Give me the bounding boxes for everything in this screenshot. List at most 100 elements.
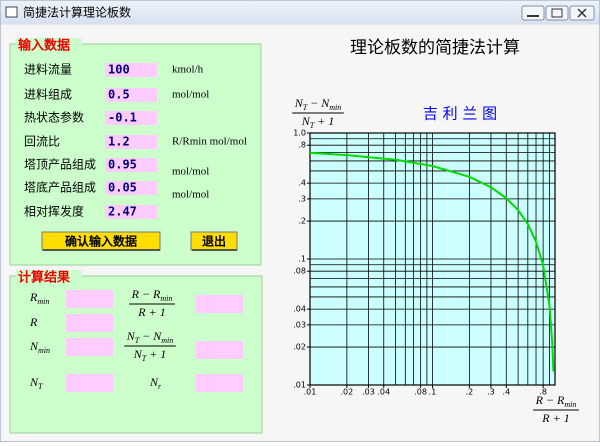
x-tick-label: .04 <box>377 388 390 397</box>
math-subscript: min <box>37 297 49 306</box>
math-text: R <box>29 290 38 304</box>
title-bar <box>0 0 600 25</box>
button-label: 确认输入数据 <box>65 234 137 249</box>
result-field <box>66 290 113 308</box>
y-tick-label: .2 <box>298 217 306 226</box>
app-icon <box>5 6 18 18</box>
math-subscript: min <box>161 336 173 345</box>
result-label: R <box>29 315 38 329</box>
math-subscript: min <box>160 294 172 303</box>
math-subscript: min <box>329 103 341 112</box>
math-subscript: min <box>38 346 50 355</box>
math-text: + 1 <box>146 347 166 361</box>
result-label: NT <box>29 375 43 391</box>
result-field <box>66 314 113 332</box>
result-label: Rmin <box>29 290 49 306</box>
input-value: -0.1 <box>108 111 137 125</box>
math-subscript: min <box>564 400 576 409</box>
result-label: Nmin <box>29 339 50 355</box>
x-tick-label: .1 <box>429 388 437 397</box>
input-value: 0.5 <box>108 88 130 102</box>
y-tick-label: .3 <box>298 194 306 203</box>
y-tick-label: .1 <box>298 255 306 264</box>
field-label: 塔顶产品组成 <box>24 158 96 172</box>
text-input[interactable] <box>105 135 157 149</box>
text-input[interactable] <box>105 88 157 102</box>
x-tick-label: .01 <box>304 388 317 397</box>
x-tick-label: .2 <box>466 388 474 397</box>
text-input[interactable] <box>105 63 157 77</box>
field-label: 回流比 <box>24 135 60 149</box>
result-formula-numerator: NT − Nmin <box>126 329 174 345</box>
x-axis-label-denominator: R + 1 <box>541 411 569 425</box>
math-text: R + 1 <box>541 411 569 425</box>
input-group-title: 输入数据 <box>18 38 70 54</box>
x-tick-label: .02 <box>341 388 354 397</box>
y-tick-label: .08 <box>293 267 306 276</box>
result-field <box>196 341 243 359</box>
math-text: N <box>149 375 159 389</box>
result-group-title: 计算结果 <box>18 270 70 286</box>
text-input[interactable] <box>105 158 157 172</box>
chart-title: 吉 利 兰 图 <box>423 105 497 123</box>
input-value: 1.2 <box>108 135 130 149</box>
y-axis-label-denominator: NT + 1 <box>301 114 335 130</box>
result-formula-denominator: NT + 1 <box>133 347 167 363</box>
result-field <box>196 374 243 392</box>
unit-label: R/Rmin mol/mol <box>172 136 247 148</box>
input-value: 2.47 <box>108 205 137 219</box>
y-tick-label: .8 <box>298 141 306 150</box>
unit-label: mol/mol <box>172 166 209 178</box>
y-tick-label: .01 <box>293 381 306 390</box>
math-text: N <box>301 114 311 128</box>
result-field <box>66 338 113 356</box>
math-text: N <box>29 339 39 353</box>
curve <box>310 151 555 372</box>
math-subscript: T <box>142 354 147 363</box>
minimize-button[interactable] <box>521 5 545 21</box>
unit-label: kmol/h <box>172 64 204 76</box>
x-tick-label: .03 <box>362 388 375 397</box>
unit-label: mol/mol <box>172 89 209 101</box>
input-panel <box>9 43 262 266</box>
x-tick-label: .08 <box>414 388 427 397</box>
y-tick-label: .03 <box>293 320 306 329</box>
group-label-bg <box>16 38 82 52</box>
math-subscript: T <box>310 121 315 130</box>
y-tick-label: .02 <box>293 343 306 352</box>
x-tick-label: .3 <box>487 388 495 397</box>
field-label: 相对挥发度 <box>24 204 84 219</box>
text-input[interactable] <box>105 181 157 195</box>
text-input[interactable] <box>105 205 157 219</box>
input-value: 0.95 <box>108 158 137 172</box>
field-label: 塔底产品组成 <box>24 180 96 195</box>
input-value: 100 <box>108 63 130 77</box>
button-label: 退出 <box>202 234 226 249</box>
maximize-button[interactable] <box>545 5 569 21</box>
y-tick-label: 1.0 <box>293 129 306 138</box>
field-label: 进料组成 <box>24 88 72 102</box>
math-text: R − R <box>131 287 161 301</box>
window-title: 简捷法计算理论板数 <box>23 5 131 20</box>
input-value: 0.05 <box>108 181 137 195</box>
math-text: N <box>29 375 39 389</box>
field-label: 进料流量 <box>24 63 72 77</box>
math-text: R <box>29 315 38 329</box>
text-input[interactable] <box>105 111 157 125</box>
math-text: − N <box>307 96 330 110</box>
result-formula-denominator: R + 1 <box>137 305 165 319</box>
x-axis-label-numerator: R − Rmin <box>535 393 577 409</box>
y-axis-label-numerator: NT − Nmin <box>294 96 342 112</box>
result-formula-numerator: R − Rmin <box>131 287 173 303</box>
y-tick-label: .04 <box>293 305 306 314</box>
x-tick-label: .8 <box>539 388 547 397</box>
x-tick-label: .4 <box>502 388 510 397</box>
math-text: + 1 <box>314 114 334 128</box>
y-tick-label: .4 <box>298 179 306 188</box>
result-field <box>196 295 243 313</box>
math-text: N <box>133 347 143 361</box>
math-subscript: r <box>158 382 162 391</box>
math-text: − N <box>139 329 162 343</box>
result-field <box>66 374 113 392</box>
